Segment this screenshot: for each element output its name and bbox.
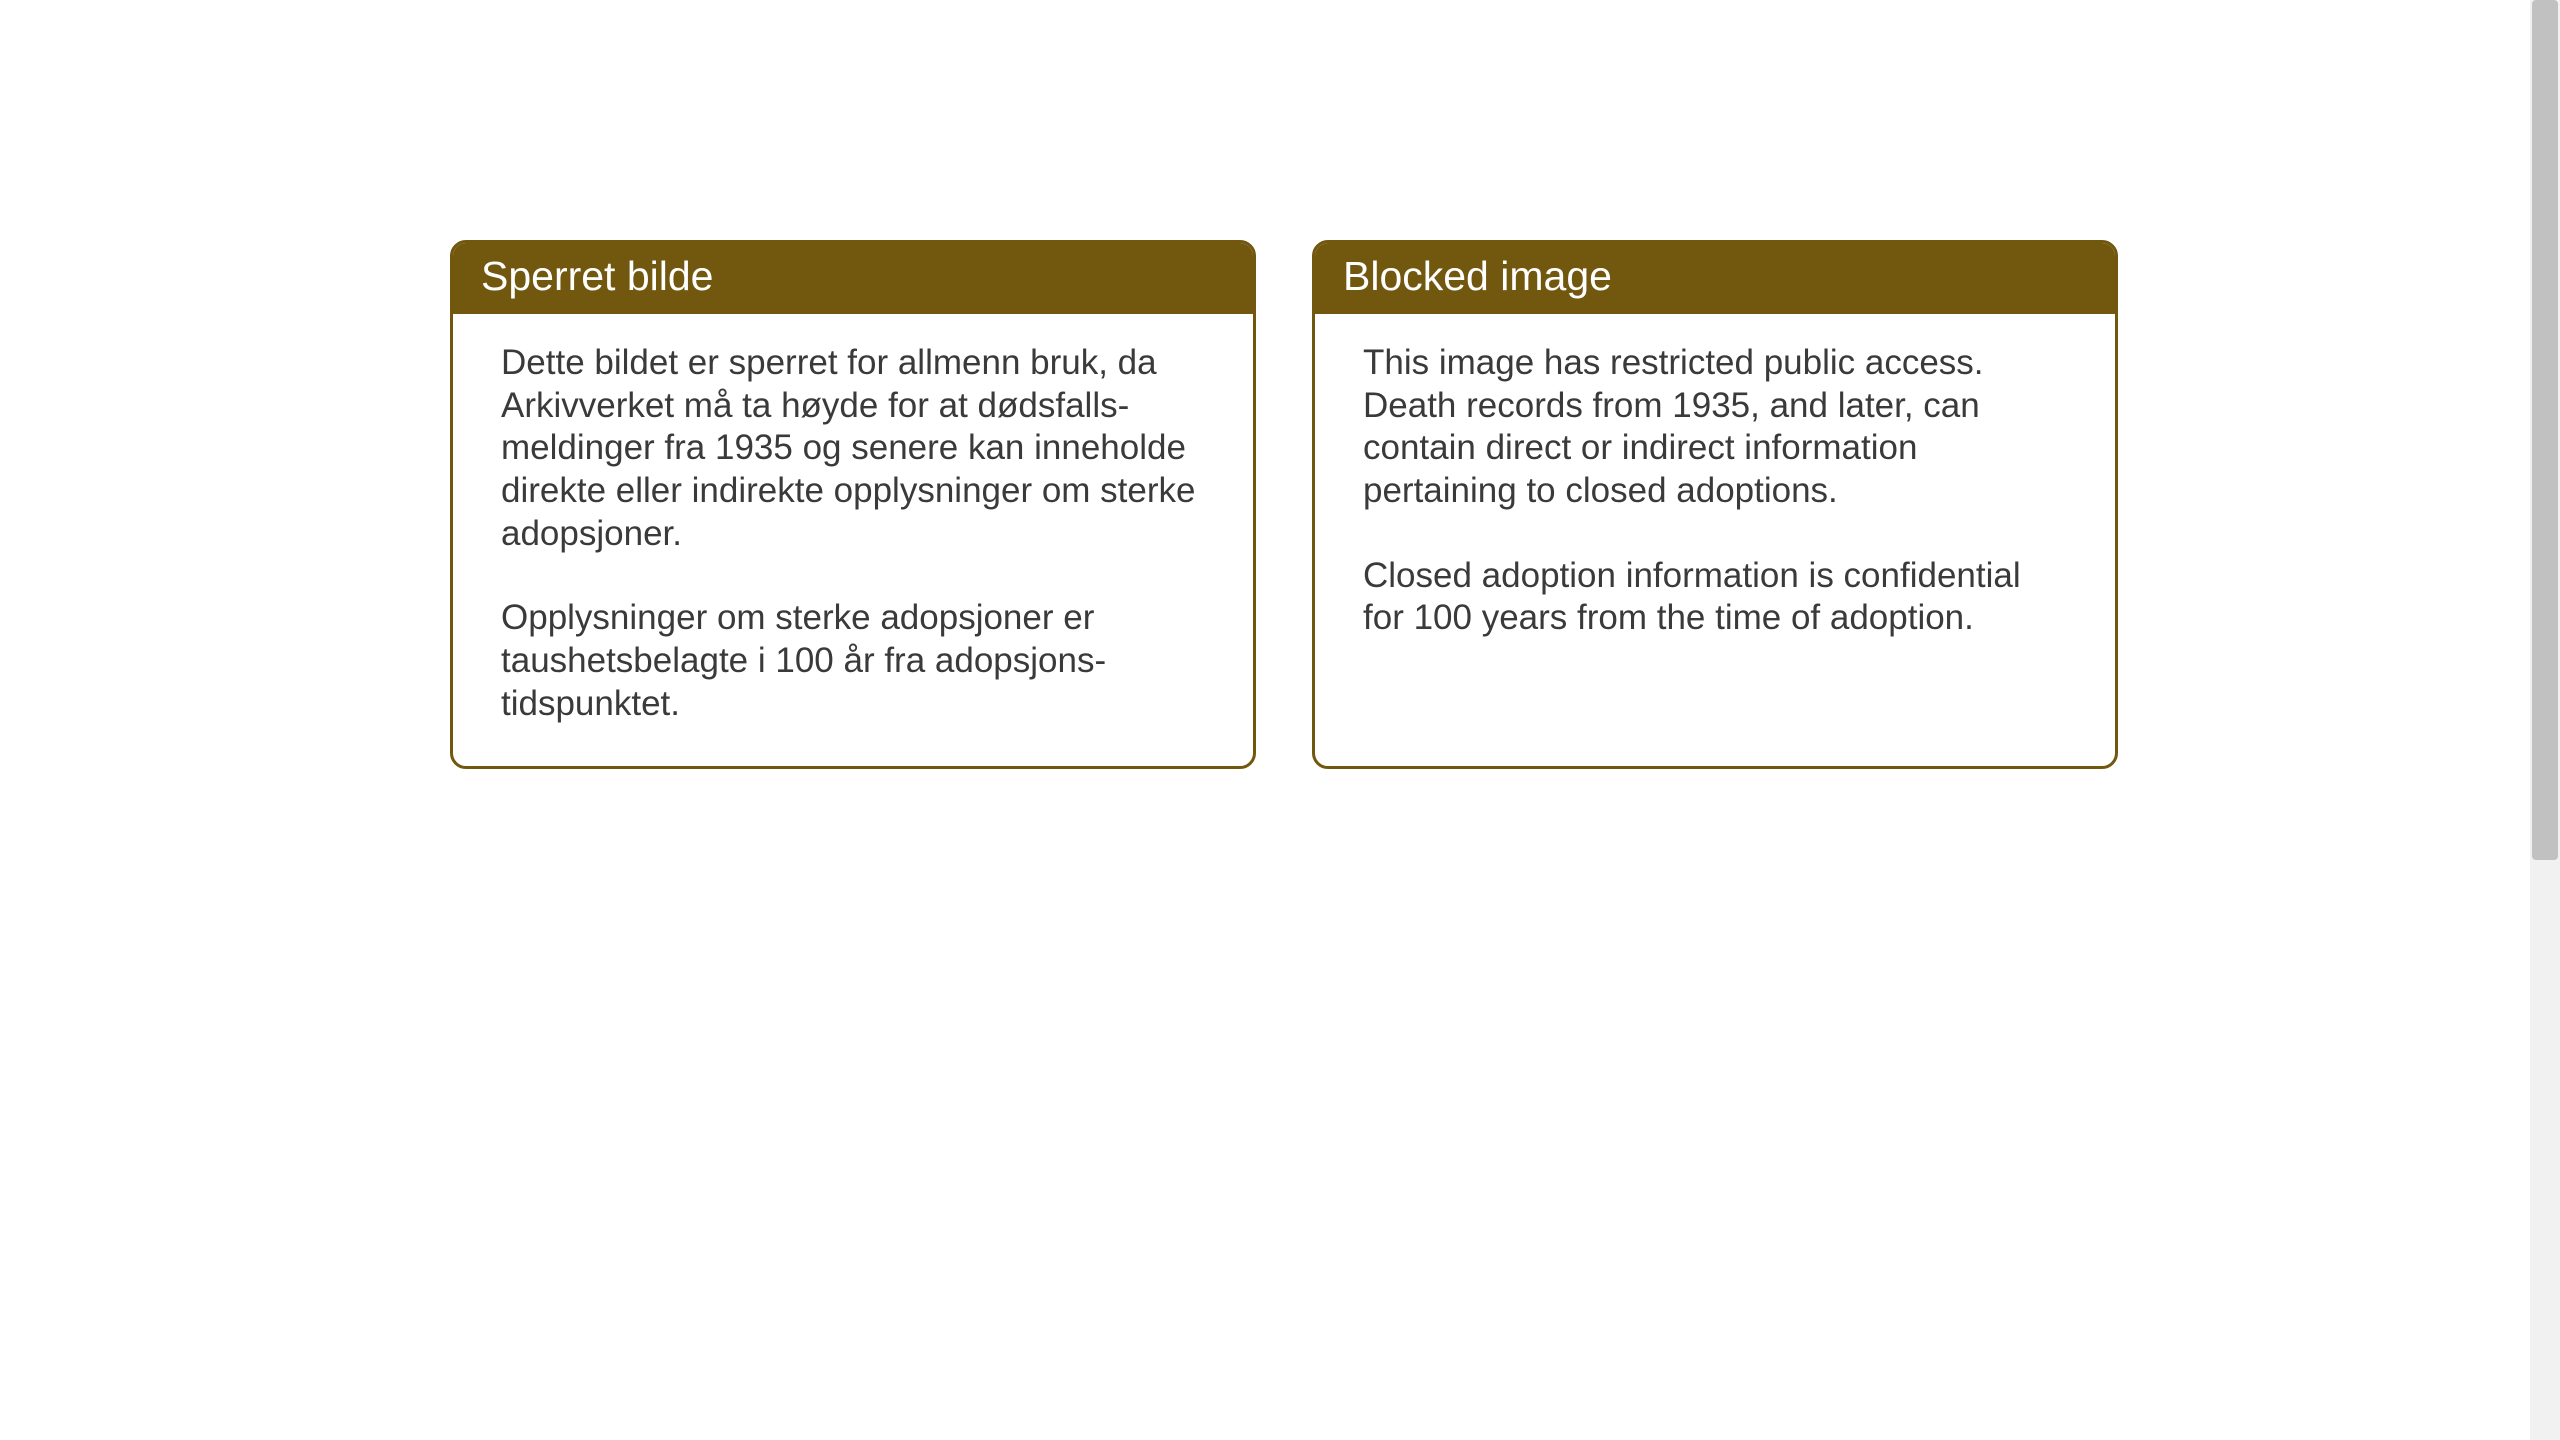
english-paragraph-1: This image has restricted public access.… (1363, 342, 2067, 513)
english-card-body: This image has restricted public access.… (1315, 314, 2115, 746)
english-paragraph-2: Closed adoption information is confident… (1363, 555, 2067, 640)
english-card-header: Blocked image (1315, 243, 2115, 314)
vertical-scrollbar-track[interactable] (2530, 0, 2560, 1440)
norwegian-info-card: Sperret bilde Dette bildet er sperret fo… (450, 240, 1256, 769)
norwegian-paragraph-2: Opplysninger om sterke adopsjoner er tau… (501, 597, 1205, 725)
norwegian-paragraph-1: Dette bildet er sperret for allmenn bruk… (501, 342, 1205, 555)
english-info-card: Blocked image This image has restricted … (1312, 240, 2118, 769)
info-cards-container: Sperret bilde Dette bildet er sperret fo… (450, 240, 2118, 769)
norwegian-card-body: Dette bildet er sperret for allmenn bruk… (453, 314, 1253, 766)
vertical-scrollbar-thumb[interactable] (2532, 0, 2558, 860)
norwegian-card-header: Sperret bilde (453, 243, 1253, 314)
